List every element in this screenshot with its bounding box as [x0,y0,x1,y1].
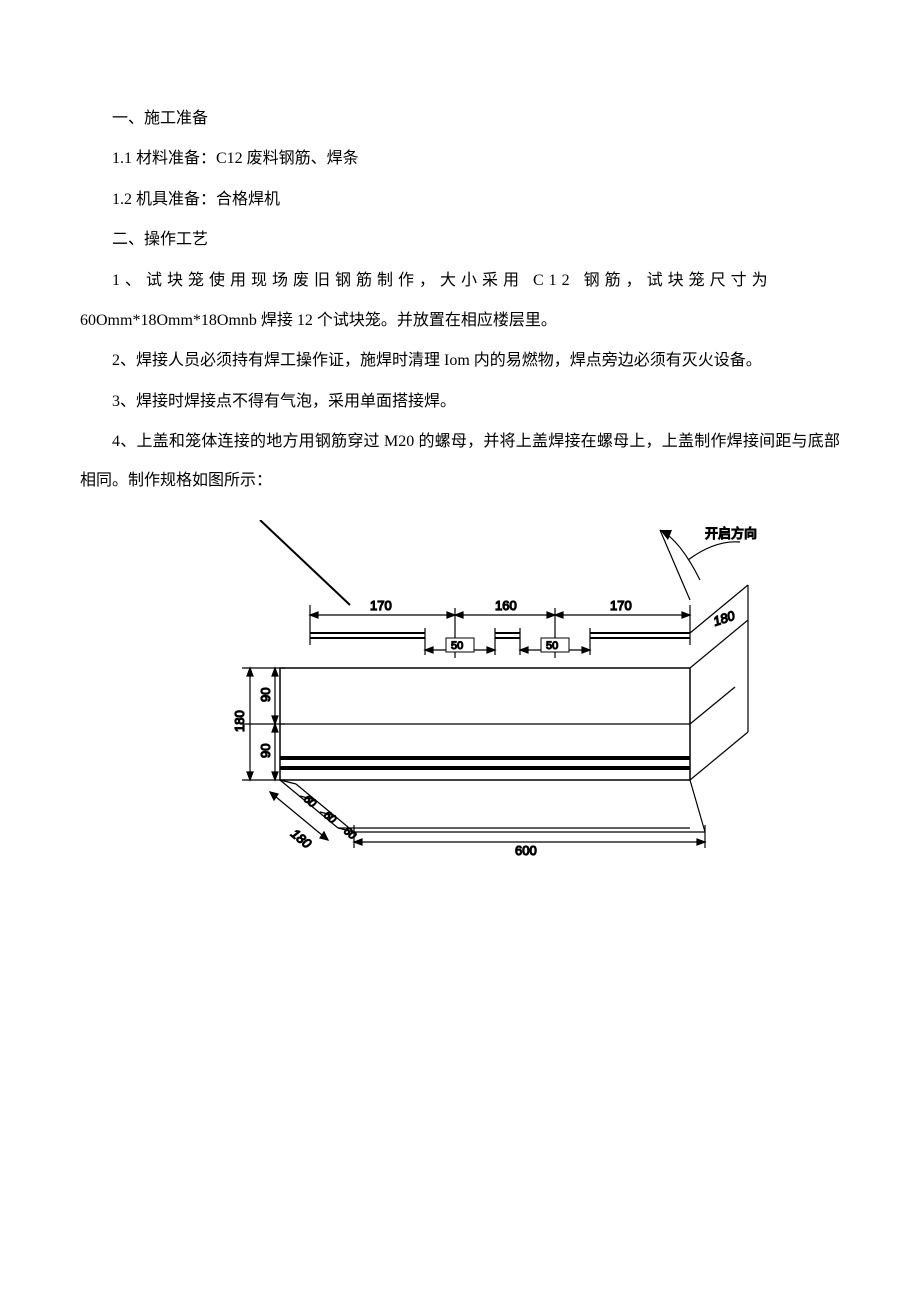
section-2-4: 4、上盖和笼体连接的地方用钢筋穿过 M20 的螺母，并将上盖焊接在螺母上，上盖制… [80,423,840,500]
dim-170-1: 170 [370,598,392,613]
dim-50-2: 50 [546,640,558,652]
dim-60-2: 60 [321,809,339,827]
section-1-2: 1.2 机具准备：合格焊机 [80,181,840,219]
section-2-title: 二、操作工艺 [80,221,840,259]
dim-170-2: 170 [610,598,632,613]
dim-160: 160 [495,598,517,613]
section-2-1b: 60Omm*18Omm*18Omnb 焊接 12 个试块笼。并放置在相应楼层里。 [80,302,840,340]
dim-180-l: 180 [232,710,247,732]
dim-90-b: 90 [258,743,273,757]
cage-diagram: 开启方向 170 160 170 [160,520,760,890]
diagram-container: 开启方向 170 160 170 [80,520,840,890]
dim-180-d: 180 [288,826,315,852]
section-2-1a: 1、试块笼使用现场废旧钢筋制作，大小采用 C12 钢筋，试块笼尺寸为 [80,262,840,300]
dim-50-1: 50 [451,640,463,652]
section-2-3: 3、焊接时焊接点不得有气泡，采用单面搭接焊。 [80,383,840,421]
section-1-title: 一、施工准备 [80,100,840,138]
dim-60-1: 60 [301,793,319,811]
section-2-2: 2、焊接人员必须持有焊工操作证，施焊时清理 Iom 内的易燃物，焊点旁边必须有灭… [80,342,840,380]
section-1-1: 1.1 材料准备：C12 废料钢筋、焊条 [80,140,840,178]
dim-600: 600 [515,843,537,858]
dim-90-t: 90 [258,687,273,701]
dim-180-r: 180 [711,608,737,629]
label-open: 开启方向 [705,526,757,541]
